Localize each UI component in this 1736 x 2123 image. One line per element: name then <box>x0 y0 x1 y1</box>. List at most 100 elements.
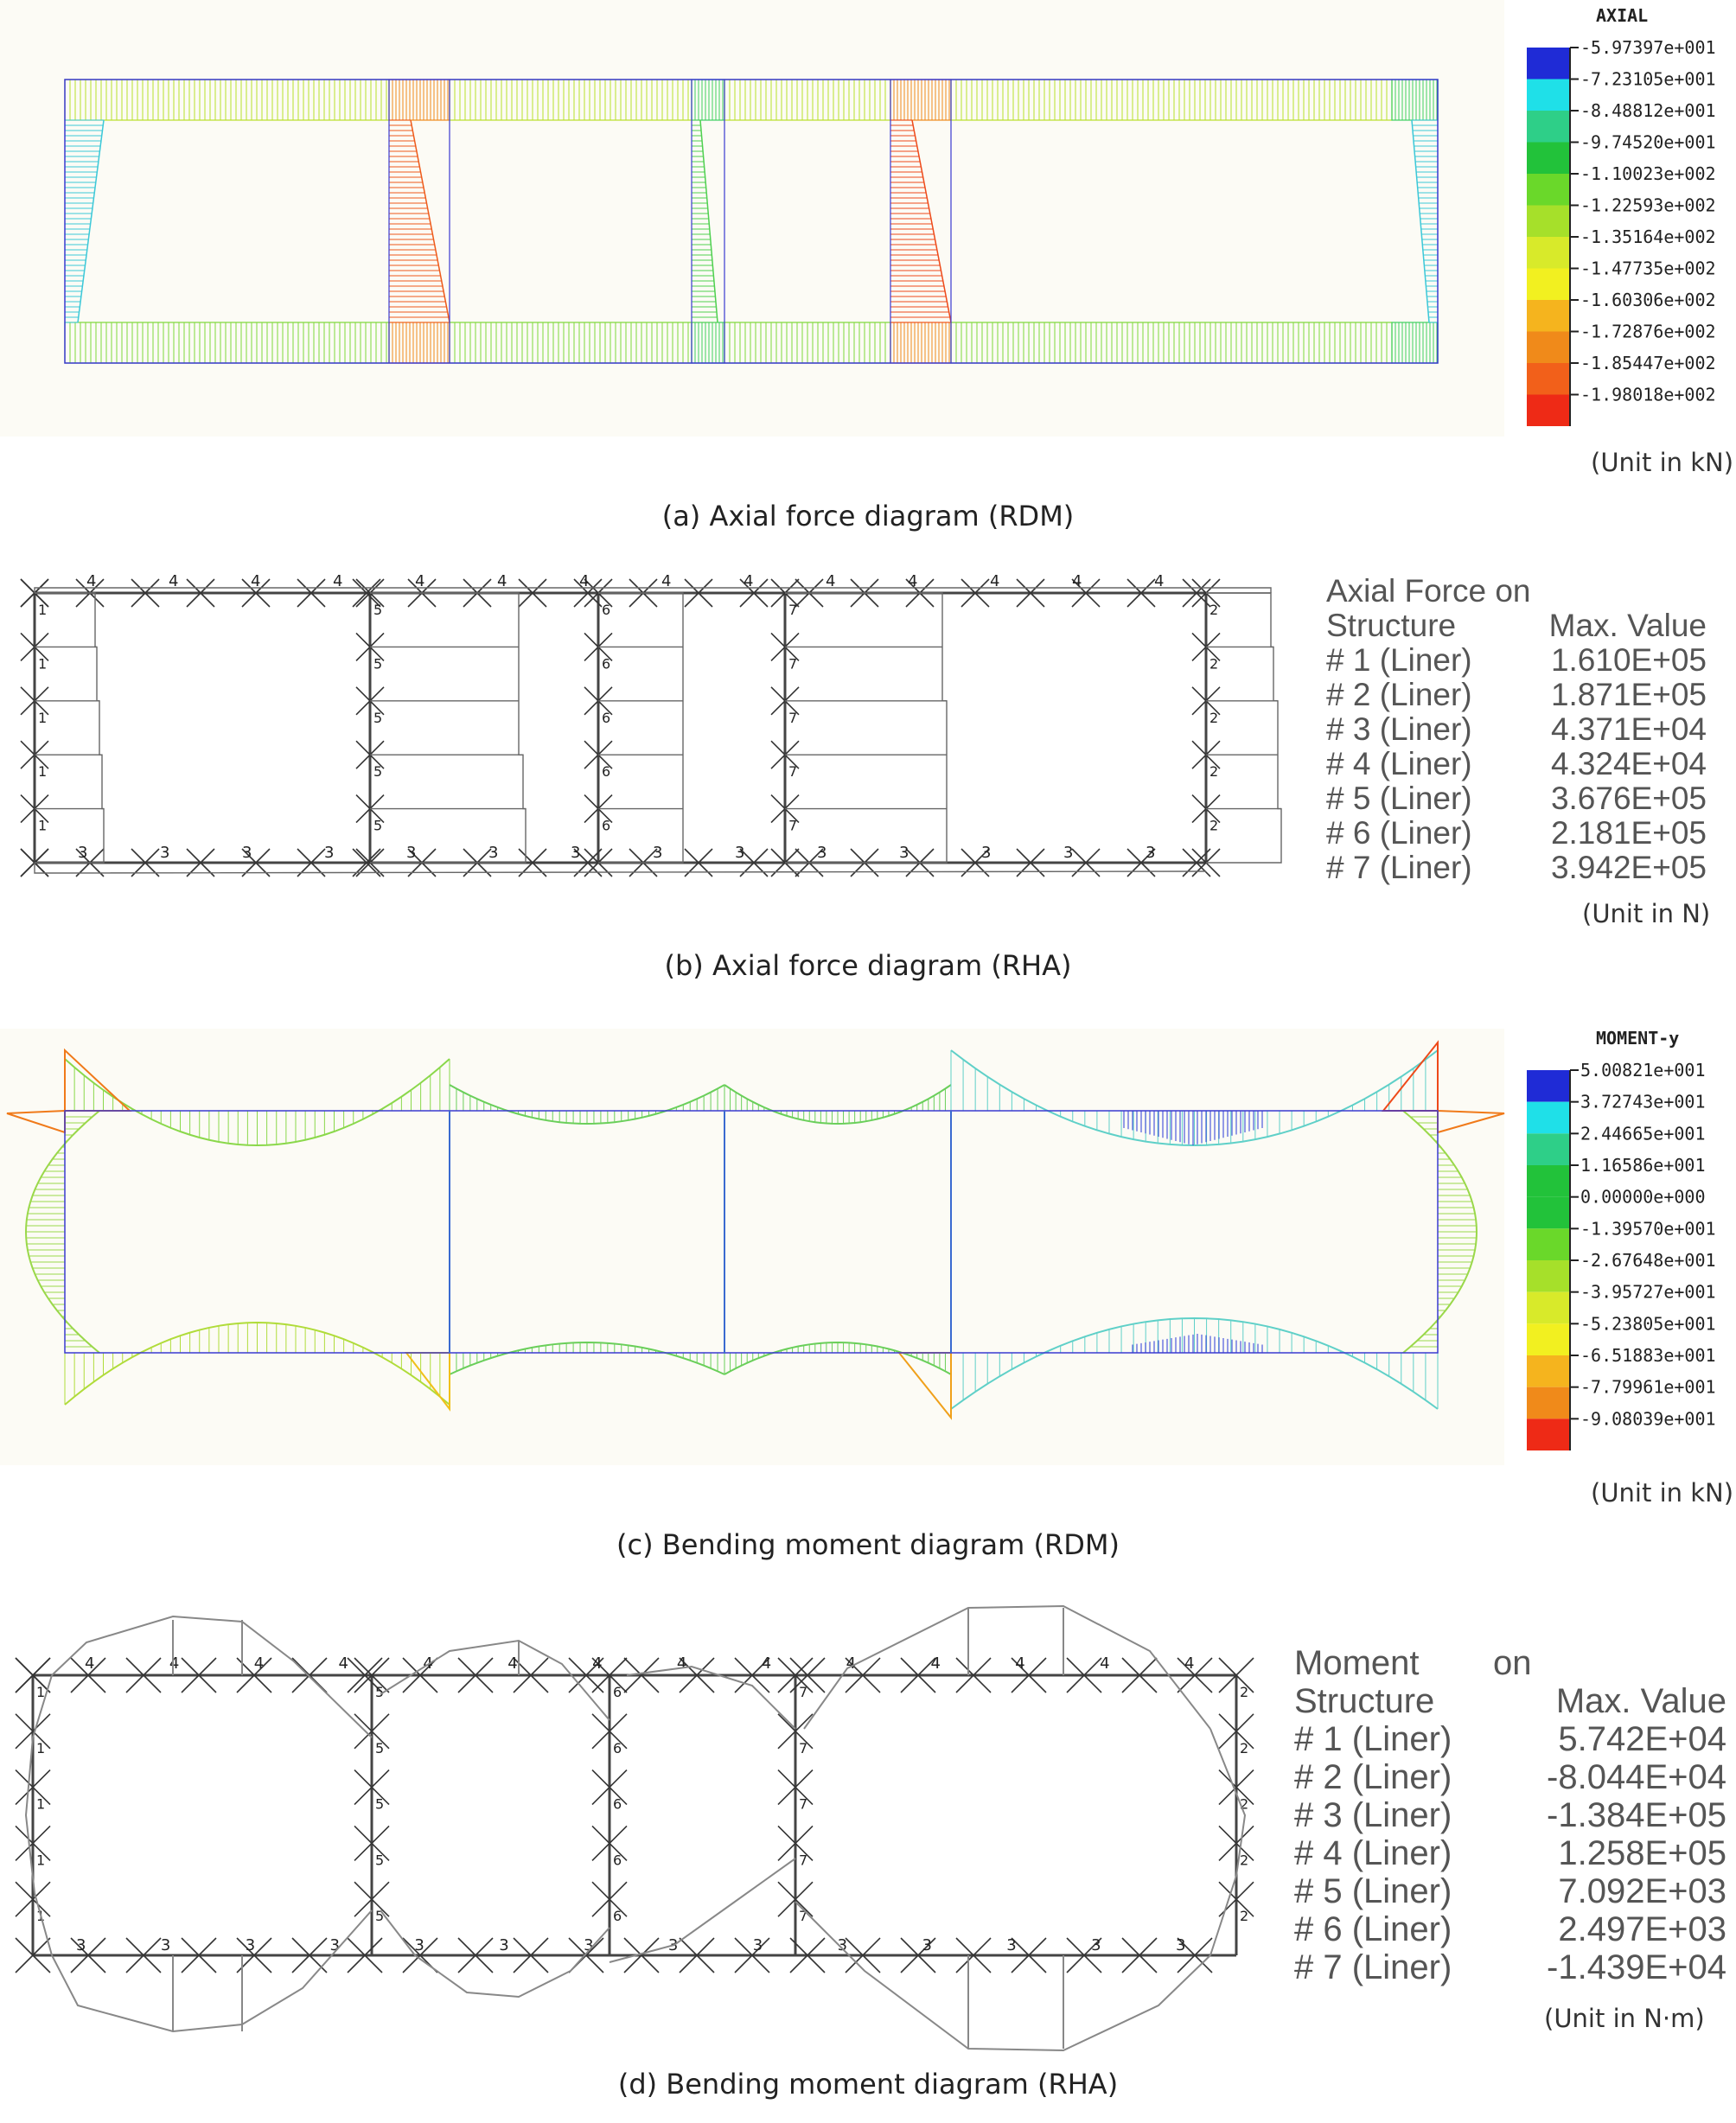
panel-d-max-header: Max. Value <box>1555 1682 1726 1720</box>
d-node-bottom <box>623 1937 660 1973</box>
b-wall-label-2-0: 6 <box>602 602 610 618</box>
d-wall-label-1-4: 5 <box>375 1908 384 1924</box>
legend-swatch-a-5 <box>1527 205 1570 237</box>
b-wall-label-3-1: 7 <box>788 655 797 672</box>
b-node-bottom <box>297 848 326 877</box>
d-bottom-label-3: 3 <box>330 1936 340 1954</box>
d-wall-label-2-0: 6 <box>613 1684 622 1700</box>
legend-swatch-a-8 <box>1527 300 1570 332</box>
b-legend-row: # 2 (Liner) 1.871E+05 <box>1326 678 1707 712</box>
panel-b-axial-rha: 4 4 4 4 4 4 4 4 4 4 4 4 4 4 3 3 3 3 3 3 3 3 3 3 3 3 3 3 1 1 1 1 1 5 5 5 5 5 6 6… <box>0 562 1736 942</box>
b-legend-row: # 6 (Liner) 2.181E+05 <box>1326 816 1707 851</box>
d-node-top <box>955 1657 992 1693</box>
d-top-label-6: 4 <box>592 1654 602 1673</box>
legend-value-c-5: -1.39570e+001 <box>1580 1218 1716 1239</box>
d-legend-label: # 6 (Liner) <box>1294 1910 1452 1948</box>
b-legend-value: 1.871E+05 <box>1550 677 1707 712</box>
d-top-label-10: 4 <box>930 1654 940 1673</box>
b-node-bottom <box>186 848 215 877</box>
top-moment-span4 <box>950 1049 1439 1147</box>
d-node-wall-3 <box>777 1769 814 1806</box>
d-wall-label-4-0: 2 <box>1240 1684 1248 1700</box>
b-bottom-label-13: 3 <box>1146 844 1155 862</box>
d-legend-row: # 6 (Liner) 2.497E+03 <box>1294 1910 1726 1948</box>
d-bottom-label-8: 3 <box>753 1936 763 1954</box>
d-node-wall-4 <box>1218 1657 1254 1693</box>
panel-a-axial-rdm: AXIAL -5.97397e+001 -7.23105e+001 -8.48812e… <box>0 0 1736 536</box>
top-moment-span2 <box>449 1084 725 1125</box>
legend-value-c-11: -9.08039e+001 <box>1580 1408 1716 1429</box>
panel-d-legend: Moment on Structure Max. Value # 1 (Liner)… <box>1294 1644 1726 1986</box>
d-node-bottom <box>1011 1937 1047 1973</box>
panel-d-title-moment: Moment <box>1294 1644 1420 1682</box>
b-node-top <box>186 578 215 608</box>
legend-title-c: MOMENT-y <box>1596 1028 1679 1049</box>
d-wall-label-0-3: 1 <box>36 1852 45 1868</box>
d-bottom-label-5: 3 <box>499 1936 508 1954</box>
d-wall-label-4-3: 2 <box>1240 1852 1248 1868</box>
b-wall-label-1-0: 5 <box>373 602 382 618</box>
d-legend-row: # 1 (Liner) 5.742E+04 <box>1294 1720 1726 1758</box>
d-node-wall-1 <box>354 1825 390 1861</box>
panel-d-structure-header: Structure <box>1294 1682 1435 1720</box>
d-node-top <box>70 1657 106 1693</box>
bottom-slab-joint4 <box>1391 322 1439 364</box>
legend-swatch-c-5 <box>1527 1228 1570 1260</box>
b-wall-label-0-2: 1 <box>38 710 47 726</box>
panel-c-caption: (c) Bending moment diagram (RDM) <box>616 1528 1120 1561</box>
d-wall-label-2-4: 6 <box>613 1908 622 1924</box>
d-legend-value: 7.092E+03 <box>1558 1872 1726 1910</box>
panel-d-caption: (d) Bending moment diagram (RHA) <box>617 2068 1119 2101</box>
b-bottom-label-12: 3 <box>1063 844 1073 862</box>
panel-c-moment-rdm: MOMENT-y 5.00821e+001 3.72743e+001 2.44665e… <box>0 1011 1736 1530</box>
d-node-top <box>900 1657 936 1693</box>
b-top-label-13: 4 <box>1154 572 1164 590</box>
b-bottom-label-9: 3 <box>817 844 827 862</box>
b-wall-label-1-2: 5 <box>373 710 382 726</box>
b-legend-row: # 1 (Liner) 1.610E+05 <box>1326 643 1707 678</box>
b-wall-label-0-3: 1 <box>38 763 47 780</box>
b-bottom-label-3: 3 <box>324 844 334 862</box>
d-legend-row: # 2 (Liner) -8.044E+04 <box>1294 1758 1726 1796</box>
b-node-bottom <box>131 848 160 877</box>
panel-b-title-line1: Axial Force on <box>1326 573 1531 609</box>
d-top-label-5: 4 <box>507 1654 517 1673</box>
d-node-wall-0 <box>15 1825 51 1861</box>
b-node-top <box>961 578 990 608</box>
b-wall-label-0-1: 1 <box>38 655 47 672</box>
b-node-top <box>1016 578 1045 608</box>
b-bottom-label-4: 3 <box>406 844 416 862</box>
d-bottom-label-13: 3 <box>1176 1936 1185 1954</box>
b-node-top <box>1071 578 1101 608</box>
b-legend-label: # 2 (Liner) <box>1326 677 1472 712</box>
d-node-bottom <box>347 1937 383 1973</box>
b-top-label-1: 4 <box>169 572 178 590</box>
b-node-bottom <box>352 848 381 877</box>
d-node-wall-4 <box>1218 1713 1254 1750</box>
d-legend-value: -8.044E+04 <box>1547 1758 1726 1796</box>
d-node-top <box>679 1657 715 1693</box>
b-legend-value: 1.610E+05 <box>1550 642 1707 678</box>
d-bottom-label-4: 3 <box>414 1936 424 1954</box>
legend-swatch-c-2 <box>1527 1133 1570 1165</box>
legend-swatch-a-11 <box>1527 394 1570 426</box>
d-node-top <box>402 1657 438 1693</box>
b-wall-label-1-3: 5 <box>373 763 382 780</box>
legend-value-c-1: 3.72743e+001 <box>1580 1092 1706 1113</box>
d-legend-label: # 1 (Liner) <box>1294 1720 1452 1758</box>
d-node-wall-3 <box>777 1825 814 1861</box>
d-top-label-12: 4 <box>1100 1654 1109 1673</box>
d-node-top <box>1121 1657 1158 1693</box>
d-top-label-11: 4 <box>1015 1654 1024 1673</box>
max-moment-hatch-top <box>1123 1111 1263 1145</box>
d-wall-label-3-0: 7 <box>799 1684 807 1700</box>
d-wall-label-1-2: 5 <box>375 1796 384 1813</box>
d-node-top <box>1066 1657 1102 1693</box>
max-moment-hatch-bottom <box>1132 1334 1263 1353</box>
bottom-slab-span1 <box>64 322 390 364</box>
legend-swatch-c-7 <box>1527 1291 1570 1324</box>
d-node-top <box>457 1657 494 1693</box>
b-legend-value: 4.324E+04 <box>1550 746 1707 781</box>
b-top-label-11: 4 <box>990 572 999 590</box>
axial-force-rdm-plot: AXIAL -5.97397e+001 -7.23105e+001 -8.48812e… <box>0 0 1716 437</box>
